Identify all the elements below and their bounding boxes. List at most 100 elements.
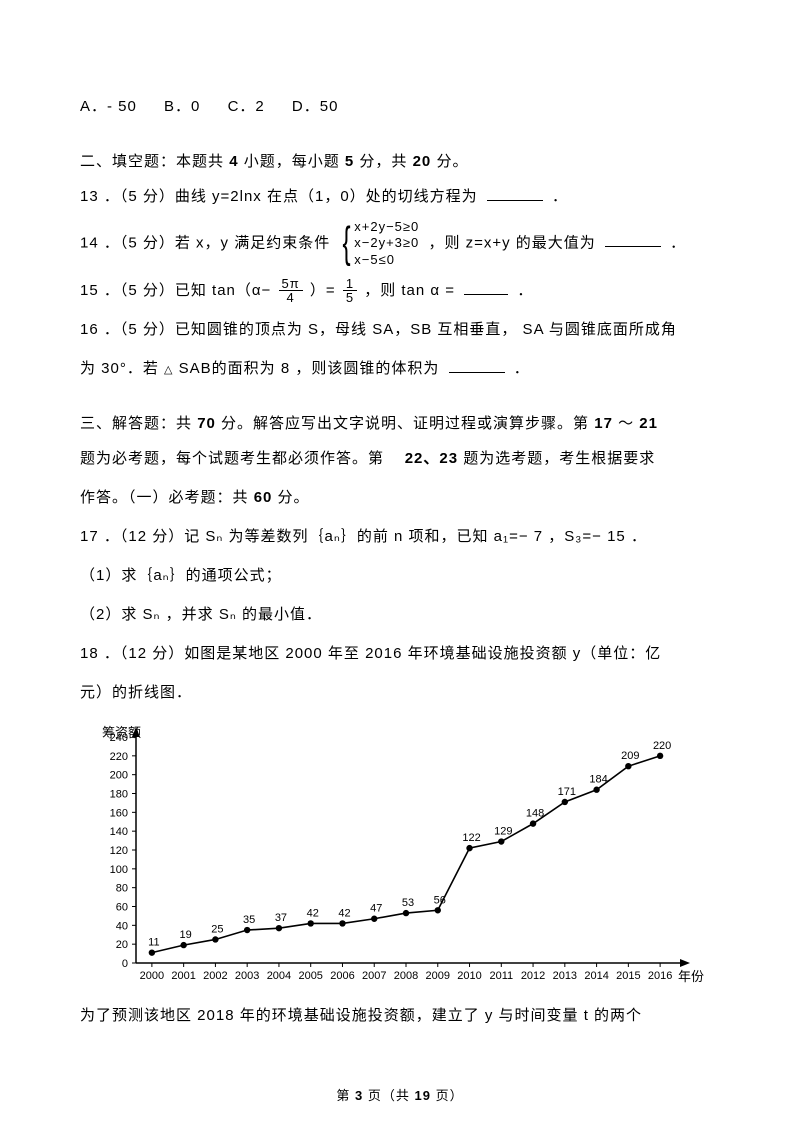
svg-text:2000: 2000 (140, 970, 164, 982)
svg-text:47: 47 (370, 902, 382, 914)
q14-pre: 14 ．（5 分）若 x，y 满足约束条件 (80, 234, 330, 251)
q15: 15 ．（5 分）已知 tan（α− 5π 4 ）= 1 5 ，则 tan α … (80, 274, 720, 307)
q14-blank (605, 233, 661, 247)
q15-post: ． (517, 282, 533, 299)
svg-text:2002: 2002 (203, 970, 227, 982)
q15-mid2: ，则 tan α = (364, 282, 455, 299)
svg-text:11: 11 (148, 936, 159, 948)
q13: 13 ．（5 分）曲线 y=2lnx 在点（1，0）处的切线方程为 ． (80, 180, 720, 213)
q16-line1: 16 ．（5 分）已知圆锥的顶点为 S，母线 SA，SB 互相垂直， SA 与圆… (80, 313, 720, 346)
mc-option-a: A．- 50 (80, 90, 137, 123)
svg-text:2004: 2004 (267, 970, 291, 982)
q13-blank (487, 187, 543, 201)
s3-l3b: 60 (254, 489, 273, 506)
footer-c: 页（共 (368, 1088, 410, 1103)
s2-e: 分，共 (359, 153, 407, 170)
triangle-icon: △ (164, 364, 173, 376)
svg-text:60: 60 (116, 901, 128, 913)
q16-l1: 16 ．（5 分）已知圆锥的顶点为 S，母线 SA，SB 互相垂直， SA 与圆… (80, 321, 677, 338)
q14-post: ． (670, 234, 686, 251)
svg-text:2001: 2001 (171, 970, 195, 982)
svg-text:年份: 年份 (678, 969, 704, 984)
q16-l2b: SAB的面积为 8 ，则该圆锥的体积为 (179, 360, 440, 377)
q17-line1: 17 ．（12 分）记 Sₙ 为等差数列｛aₙ｝的前 n 项和，已知 a₁=− … (80, 520, 720, 553)
svg-text:129: 129 (494, 825, 512, 837)
s2-f: 20 (413, 153, 432, 170)
svg-text:53: 53 (402, 897, 414, 909)
svg-text:171: 171 (558, 786, 576, 798)
q15-num2: 1 (343, 277, 357, 292)
svg-text:2006: 2006 (330, 970, 354, 982)
mc-option-d: D．50 (292, 90, 339, 123)
svg-text:2005: 2005 (298, 970, 322, 982)
svg-text:2011: 2011 (489, 970, 513, 982)
svg-text:140: 140 (110, 826, 128, 838)
svg-text:209: 209 (621, 750, 639, 762)
s3-l2a: 题为必考题，每个试题考生都必须作答。第 (80, 450, 384, 467)
svg-text:2015: 2015 (616, 970, 640, 982)
q15-pre: 15 ．（5 分）已知 tan（α− (80, 282, 271, 299)
section-3-title: 三、解答题：共 70 分。解答应写出文字说明、证明过程或演算步骤。第 17 ～ … (80, 407, 720, 440)
svg-text:180: 180 (110, 788, 128, 800)
svg-text:220: 220 (653, 740, 671, 752)
q16-post: ． (514, 360, 530, 377)
svg-text:220: 220 (110, 751, 128, 763)
q16-blank (449, 359, 505, 373)
q14-lines: x+2y−5≥0 x−2y+3≥0 x−5≤0 (354, 219, 419, 268)
q13-post: ． (552, 188, 568, 205)
svg-text:19: 19 (180, 929, 192, 941)
svg-text:2007: 2007 (362, 970, 386, 982)
s3-l1c: 分。解答应写出文字说明、证明过程或演算步骤。第 (221, 415, 589, 432)
svg-text:0: 0 (122, 958, 128, 970)
q15-frac1: 5π 4 (279, 277, 303, 305)
svg-text:184: 184 (589, 773, 607, 785)
svg-text:148: 148 (526, 807, 544, 819)
svg-text:200: 200 (110, 769, 128, 781)
svg-text:2010: 2010 (457, 970, 481, 982)
svg-text:37: 37 (275, 912, 287, 924)
s2-d: 5 (345, 153, 354, 170)
svg-text:2009: 2009 (426, 970, 450, 982)
q14-mid: ，则 z=x+y 的最大值为 (428, 234, 595, 251)
footer-e: 页） (436, 1088, 464, 1103)
q15-den2: 5 (343, 291, 357, 305)
mc-option-b: B．0 (164, 90, 200, 123)
s2-c: 小题，每小题 (244, 153, 340, 170)
svg-text:2014: 2014 (584, 970, 608, 982)
svg-text:20: 20 (116, 939, 128, 951)
q13-text: 13 ．（5 分）曲线 y=2lnx 在点（1，0）处的切线方程为 (80, 188, 478, 205)
footer-d: 19 (415, 1088, 431, 1103)
section-3-line3: 作答。（一）必考题：共 60 分。 (80, 481, 720, 514)
q17-line3: （2）求 Sₙ ，并求 Sₙ 的最小值． (80, 598, 720, 631)
s3-l1d: 17 (594, 415, 613, 432)
q18-line2: 元）的折线图． (80, 676, 720, 709)
s3-l1f: 21 (639, 415, 658, 432)
svg-text:42: 42 (338, 907, 350, 919)
q15-den1: 4 (279, 291, 303, 305)
svg-text:122: 122 (462, 832, 480, 844)
mc-options-row: A．- 50 B．0 C．2 D．50 (80, 90, 720, 123)
q16-l2a: 为 30°．若 (80, 360, 159, 377)
q15-frac2: 1 5 (343, 277, 357, 305)
section-2-title: 二、填空题：本题共 4 小题，每小题 5 分，共 20 分。 (80, 145, 720, 178)
s2-a: 二、填空题：本题共 (80, 153, 224, 170)
section-3-line2: 题为必考题，每个试题考生都必须作答。第 22、23 题为选考题，考生根据要求 (80, 442, 720, 475)
svg-text:80: 80 (116, 882, 128, 894)
q18-line1: 18 ．（12 分）如图是某地区 2000 年至 2016 年环境基础设施投资额… (80, 637, 720, 670)
q15-mid1: ）= (310, 282, 336, 299)
investment-line-chart: 020406080100120140160180200220240筹资额年份11… (80, 723, 720, 993)
q16-line2: 为 30°．若 △ SAB的面积为 8 ，则该圆锥的体积为 ． (80, 352, 720, 385)
q15-num1: 5π (279, 277, 303, 292)
s2-g: 分。 (436, 153, 468, 170)
s3-l1b: 70 (197, 415, 216, 432)
s2-b: 4 (229, 153, 238, 170)
svg-text:25: 25 (211, 923, 223, 935)
q14: 14 ．（5 分）若 x，y 满足约束条件 { x+2y−5≥0 x−2y+3≥… (80, 219, 720, 268)
svg-text:筹资额: 筹资额 (102, 725, 141, 740)
s3-l2b: 22、23 (405, 450, 458, 467)
svg-text:40: 40 (116, 920, 128, 932)
svg-text:42: 42 (307, 907, 319, 919)
s3-l3a: 作答。（一）必考题：共 (80, 489, 249, 506)
svg-text:120: 120 (110, 845, 128, 857)
q14-constraints: { x+2y−5≥0 x−2y+3≥0 x−5≤0 (339, 219, 419, 268)
